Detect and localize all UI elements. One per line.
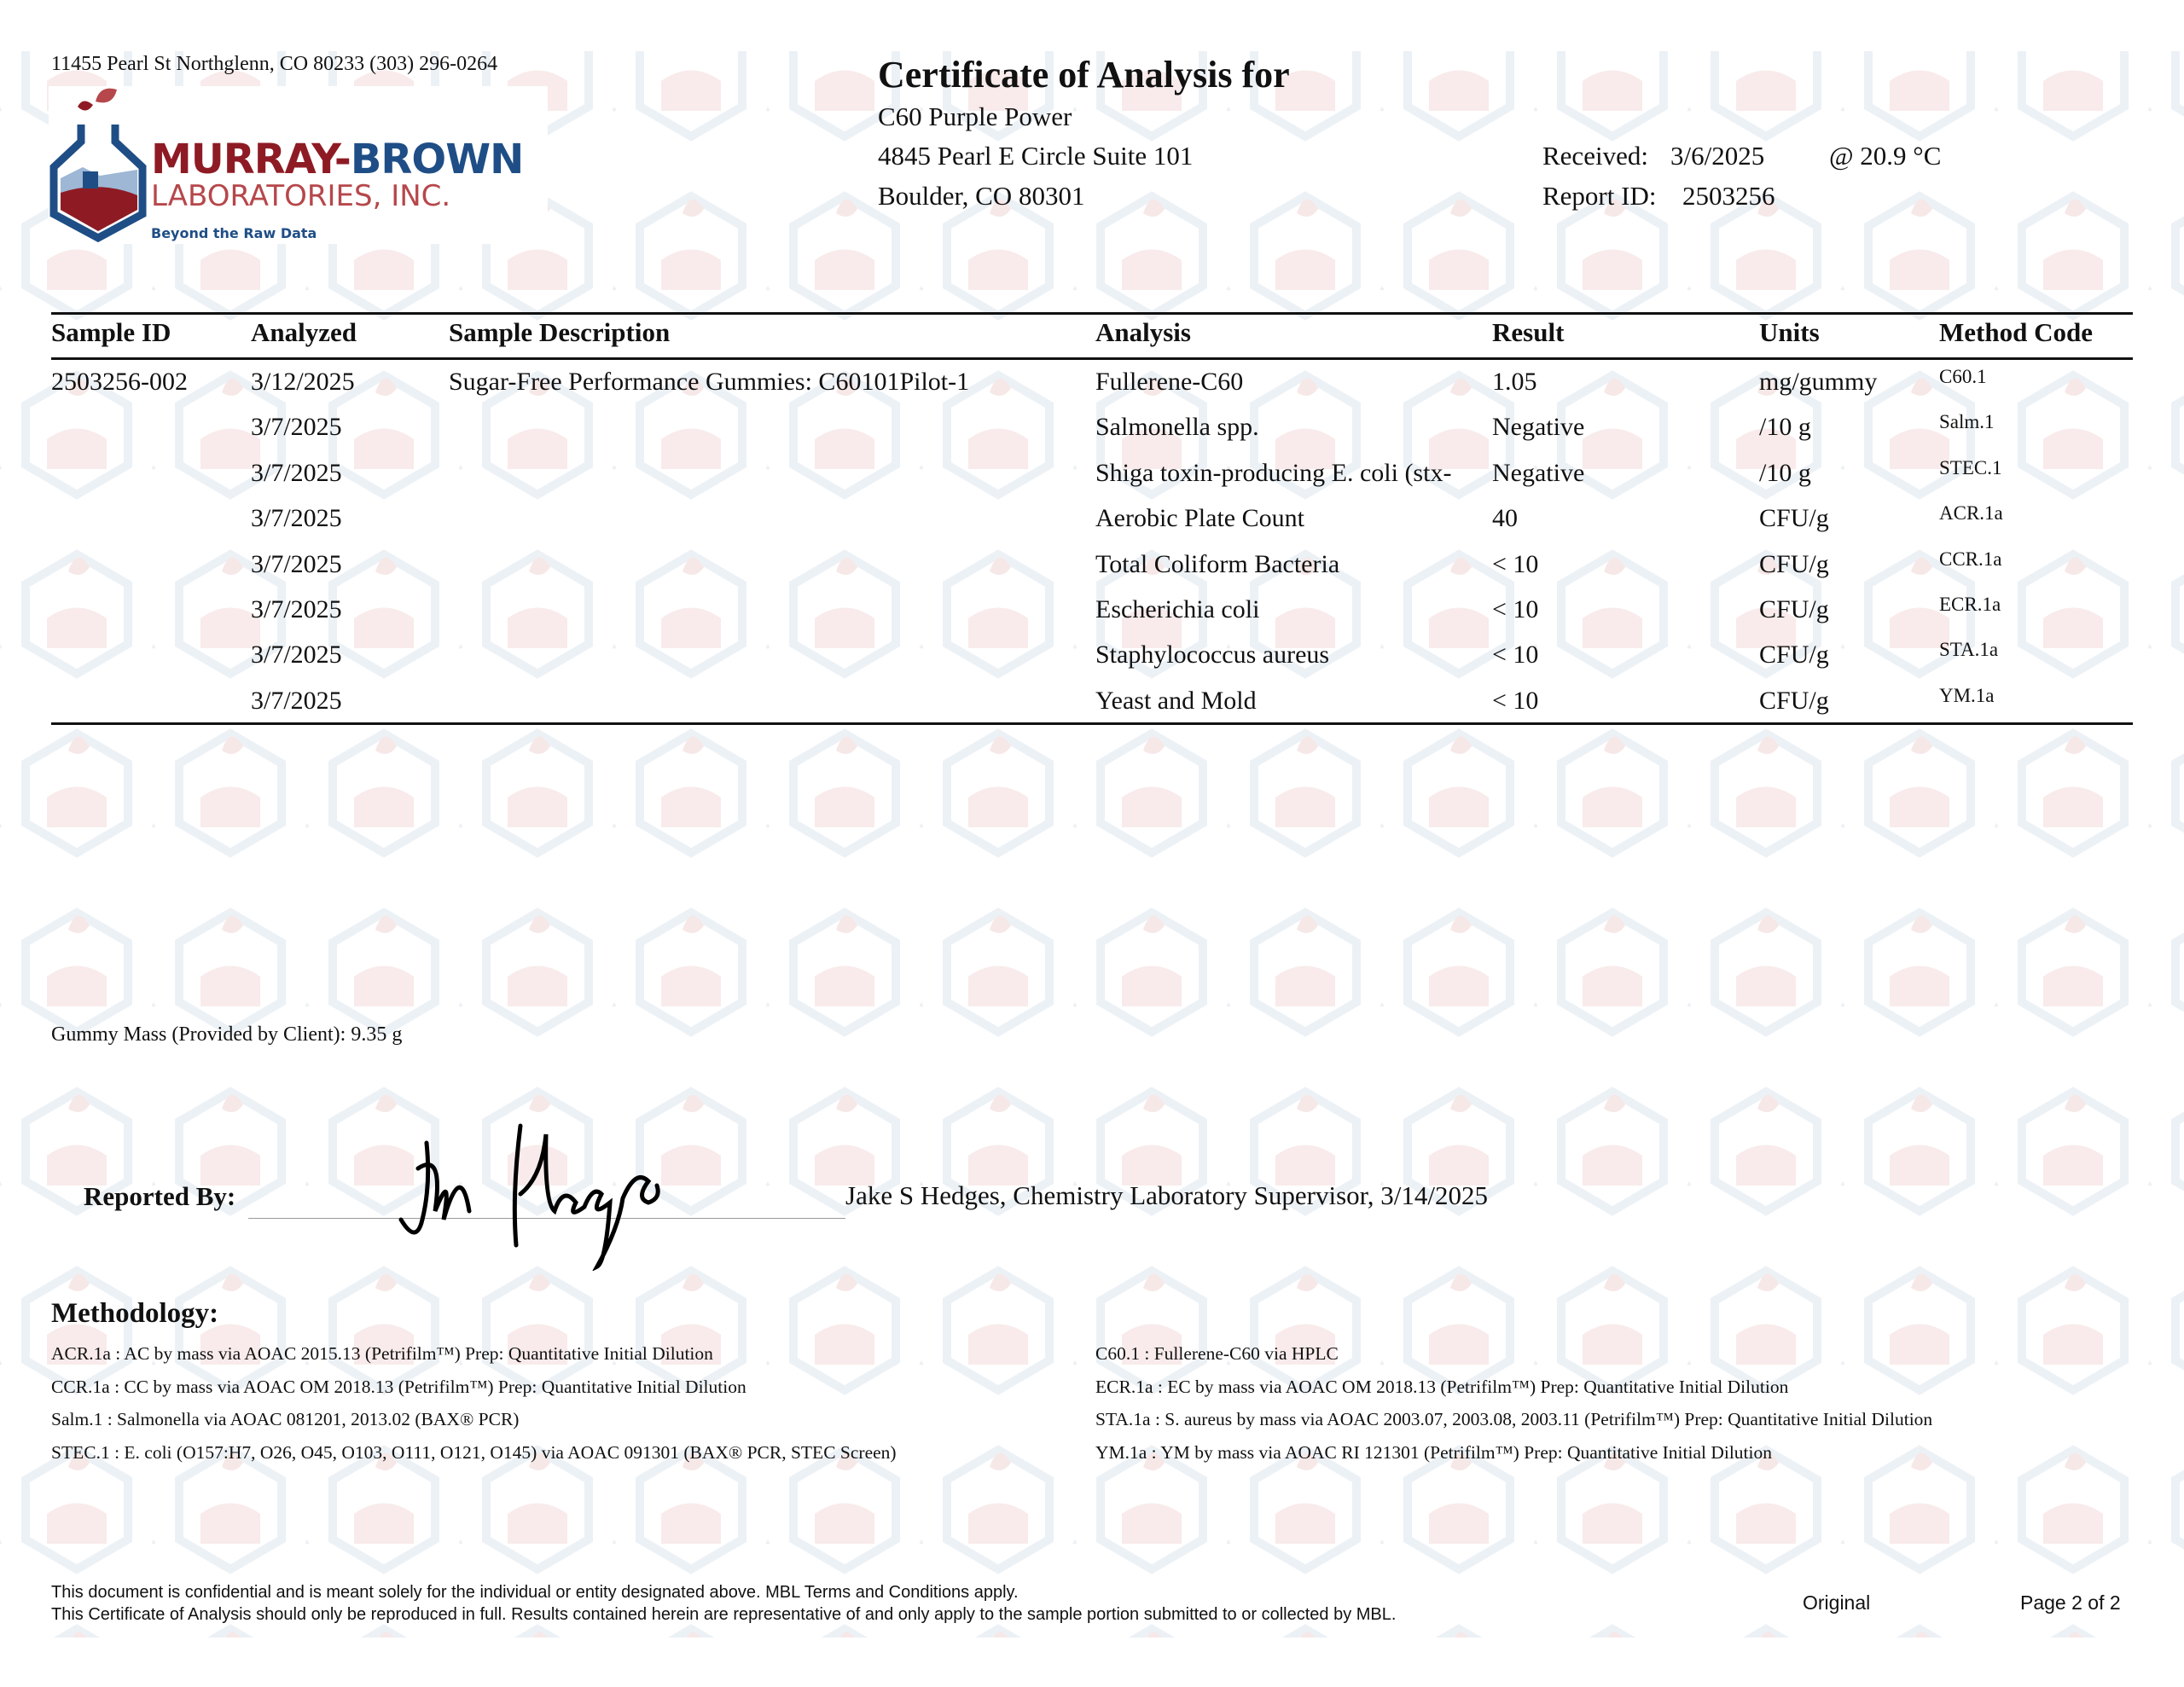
- received-label: Received:: [1542, 141, 1648, 171]
- signer-name-title: Jake S Hedges, Chemistry Laboratory Supe…: [845, 1180, 1488, 1210]
- cell-units: CFU/g: [1759, 686, 1829, 715]
- column-header-units: Units: [1759, 317, 1820, 347]
- flask-icon: [49, 88, 147, 243]
- cell-analysis: Salmonella spp.: [1095, 413, 1259, 442]
- cell-description: Sugar-Free Performance Gummies: C60101Pi…: [449, 368, 970, 396]
- logo-tagline: Beyond the Raw Data: [151, 225, 317, 241]
- footer-confidentiality: This document is confidential and is mea…: [51, 1583, 1019, 1602]
- column-header-description: Sample Description: [449, 317, 671, 347]
- footer-reproduction: This Certificate of Analysis should only…: [51, 1605, 1397, 1624]
- methodology-item: ACR.1a : AC by mass via AOAC 2015.13 (Pe…: [51, 1343, 713, 1364]
- table-header-rule: [51, 357, 2133, 360]
- cell-analyzed: 3/7/2025: [251, 595, 342, 623]
- client-address-2: Boulder, CO 80301: [878, 181, 1085, 211]
- cell-analysis: Yeast and Mold: [1095, 686, 1257, 715]
- methodology-item: STEC.1 : E. coli (O157:H7, O26, O45, O10…: [51, 1442, 897, 1464]
- cell-analysis: Total Coliform Bacteria: [1095, 549, 1340, 578]
- column-header-analyzed: Analyzed: [251, 317, 357, 347]
- signature-line: [248, 1218, 845, 1219]
- cell-analyzed: 3/7/2025: [251, 549, 342, 578]
- methodology-item: Salm.1 : Salmonella via AOAC 081201, 201…: [51, 1409, 520, 1430]
- logo-text-murray: MURRAY-: [151, 136, 351, 183]
- cell-analysis: Staphylococcus aureus: [1095, 641, 1330, 670]
- logo-subtitle: LABORATORIES, INC.: [151, 179, 451, 213]
- methodology-item: ECR.1a : EC by mass via AOAC OM 2018.13 …: [1095, 1376, 1789, 1397]
- page-title: Certificate of Analysis for: [878, 54, 1290, 96]
- methodology-item: CCR.1a : CC by mass via AOAC OM 2018.13 …: [51, 1376, 746, 1397]
- methodology-item: STA.1a : S. aureus by mass via AOAC 2003…: [1095, 1409, 1933, 1430]
- cell-result: Negative: [1492, 413, 1585, 442]
- signature: [398, 1123, 660, 1271]
- cell-analysis: Fullerene-C60: [1095, 368, 1244, 396]
- methodology-heading: Methodology:: [51, 1298, 219, 1329]
- cell-units: mg/gummy: [1759, 368, 1878, 396]
- cell-units: /10 g: [1759, 413, 1811, 442]
- received-temp: @ 20.9 °C: [1829, 141, 1942, 171]
- lab-address: 11455 Pearl St Northglenn, CO 80233 (303…: [51, 53, 498, 75]
- column-header-sample-id: Sample ID: [51, 317, 171, 347]
- cell-units: CFU/g: [1759, 504, 1829, 533]
- document-status: Original: [1803, 1591, 1871, 1614]
- cell-result: 40: [1492, 504, 1518, 533]
- cell-result: < 10: [1492, 549, 1539, 578]
- column-header-method: Method Code: [1939, 317, 2093, 347]
- cell-method: ACR.1a: [1939, 502, 2003, 525]
- cell-analysis: Aerobic Plate Count: [1095, 504, 1304, 533]
- cell-analyzed: 3/12/2025: [251, 368, 355, 396]
- cell-method: Salm.1: [1939, 411, 1995, 433]
- cell-result: Negative: [1492, 458, 1585, 487]
- received-date: 3/6/2025: [1670, 141, 1765, 171]
- page-number: Page 2 of 2: [2020, 1591, 2121, 1614]
- cell-analysis: Shiga toxin-producing E. coli (stx-: [1095, 458, 1452, 487]
- table-bottom-rule: [51, 722, 2133, 725]
- cell-method: ECR.1a: [1939, 594, 2001, 615]
- cell-result: 1.05: [1492, 368, 1537, 396]
- cell-method: STEC.1: [1939, 456, 2002, 478]
- cell-analyzed: 3/7/2025: [251, 686, 342, 715]
- cell-analyzed: 3/7/2025: [251, 504, 342, 533]
- methodology-item: YM.1a : YM by mass via AOAC RI 121301 (P…: [1095, 1442, 1773, 1464]
- cell-method: YM.1a: [1939, 684, 1995, 706]
- reported-by-label: Reported By:: [84, 1181, 236, 1211]
- cell-method: CCR.1a: [1939, 548, 2002, 570]
- lab-logo: MURRAY-BROWN LABORATORIES, INC. Beyond t…: [49, 86, 548, 244]
- report-id-label: Report ID:: [1542, 181, 1657, 211]
- report-id: 2503256: [1682, 181, 1775, 211]
- column-header-result: Result: [1492, 317, 1565, 347]
- cell-result: < 10: [1492, 641, 1539, 670]
- methodology-item: C60.1 : Fullerene-C60 via HPLC: [1095, 1343, 1339, 1364]
- cell-sample-id: 2503256-002: [51, 368, 188, 396]
- cell-units: CFU/g: [1759, 641, 1829, 670]
- logo-text-brown: BROWN: [350, 136, 524, 183]
- cell-units: CFU/g: [1759, 595, 1829, 623]
- cell-units: CFU/g: [1759, 549, 1829, 578]
- cell-result: < 10: [1492, 595, 1539, 623]
- client-address-1: 4845 Pearl E Circle Suite 101: [878, 141, 1194, 171]
- cell-method: STA.1a: [1939, 639, 1999, 661]
- column-header-analysis: Analysis: [1095, 317, 1191, 347]
- cell-analyzed: 3/7/2025: [251, 641, 342, 670]
- table-top-rule: [51, 312, 2133, 315]
- cell-analysis: Escherichia coli: [1095, 595, 1260, 623]
- cell-analyzed: 3/7/2025: [251, 413, 342, 442]
- gummy-mass-note: Gummy Mass (Provided by Client): 9.35 g: [51, 1023, 403, 1046]
- cell-result: < 10: [1492, 686, 1539, 715]
- cell-method: C60.1: [1939, 366, 1987, 387]
- client-name: C60 Purple Power: [878, 101, 1072, 131]
- cell-units: /10 g: [1759, 458, 1811, 487]
- cell-analyzed: 3/7/2025: [251, 458, 342, 487]
